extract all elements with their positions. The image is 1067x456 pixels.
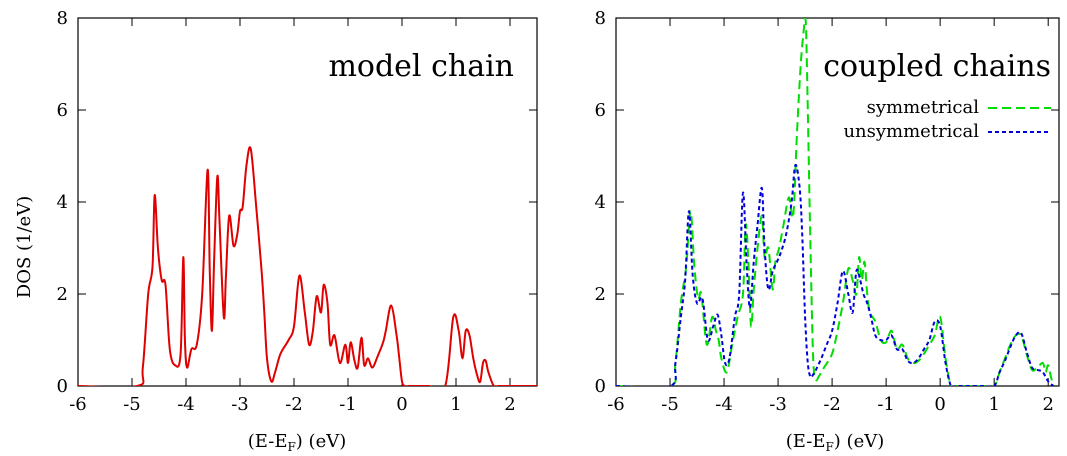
y-tick-label: 4 <box>595 192 606 213</box>
y-tick-label: 6 <box>595 100 606 121</box>
y-tick-label: 2 <box>57 284 68 305</box>
x-tick-label: -3 <box>769 394 787 415</box>
x-axis-label-right: (E-EF) (eV) <box>786 431 885 454</box>
x-axis-label-left: (E-EF) (eV) <box>248 431 347 454</box>
subscript-f: F <box>825 440 833 454</box>
panel-title-right: coupled chains <box>823 49 1051 84</box>
left-panel: DOS (1/eV) model chain (E-EF) (eV) -6 -5 -… <box>14 8 538 454</box>
x-tick-label: -1 <box>339 394 357 415</box>
series-line-symmetrical <box>616 18 1055 386</box>
x-tick-label: 2 <box>1042 394 1053 415</box>
x-tick-label: 1 <box>450 394 461 415</box>
x-tick-label: -3 <box>231 394 249 415</box>
right-panel: coupled chains (E-EF) (eV) symmetrical u… <box>595 8 1060 454</box>
x-tick-label: -4 <box>177 394 195 415</box>
x-tick-label: -6 <box>69 394 87 415</box>
x-tick-label: 0 <box>396 394 407 415</box>
y-tick-label: 0 <box>57 376 68 397</box>
y-axis-label: DOS (1/eV) <box>14 196 35 298</box>
x-tick-label: 1 <box>988 394 999 415</box>
legend-label-symmetrical: symmetrical <box>867 97 980 118</box>
y-tick-label: 4 <box>57 192 68 213</box>
y-tick-label: 0 <box>595 376 606 397</box>
subscript-f: F <box>287 440 295 454</box>
x-tick-label: -5 <box>123 394 141 415</box>
x-tick-label: -5 <box>661 394 679 415</box>
x-tick-label: -4 <box>715 394 733 415</box>
y-tick-label: 8 <box>57 8 68 29</box>
x-tick-label: -6 <box>607 394 625 415</box>
y-tick-label: 8 <box>595 8 606 29</box>
x-tick-label: 2 <box>504 394 515 415</box>
y-tick-label: 2 <box>595 284 606 305</box>
series-line-series-0 <box>78 146 537 386</box>
x-tick-label: -2 <box>823 394 841 415</box>
x-tick-label: -1 <box>877 394 895 415</box>
y-tick-label: 6 <box>57 100 68 121</box>
x-tick-label: -2 <box>285 394 303 415</box>
x-tick-label: 0 <box>934 394 945 415</box>
series-line-unsymmetrical <box>616 164 1055 386</box>
legend: symmetrical unsymmetrical <box>843 97 1051 142</box>
panel-title-left: model chain <box>328 49 514 84</box>
legend-label-unsymmetrical: unsymmetrical <box>843 121 979 142</box>
